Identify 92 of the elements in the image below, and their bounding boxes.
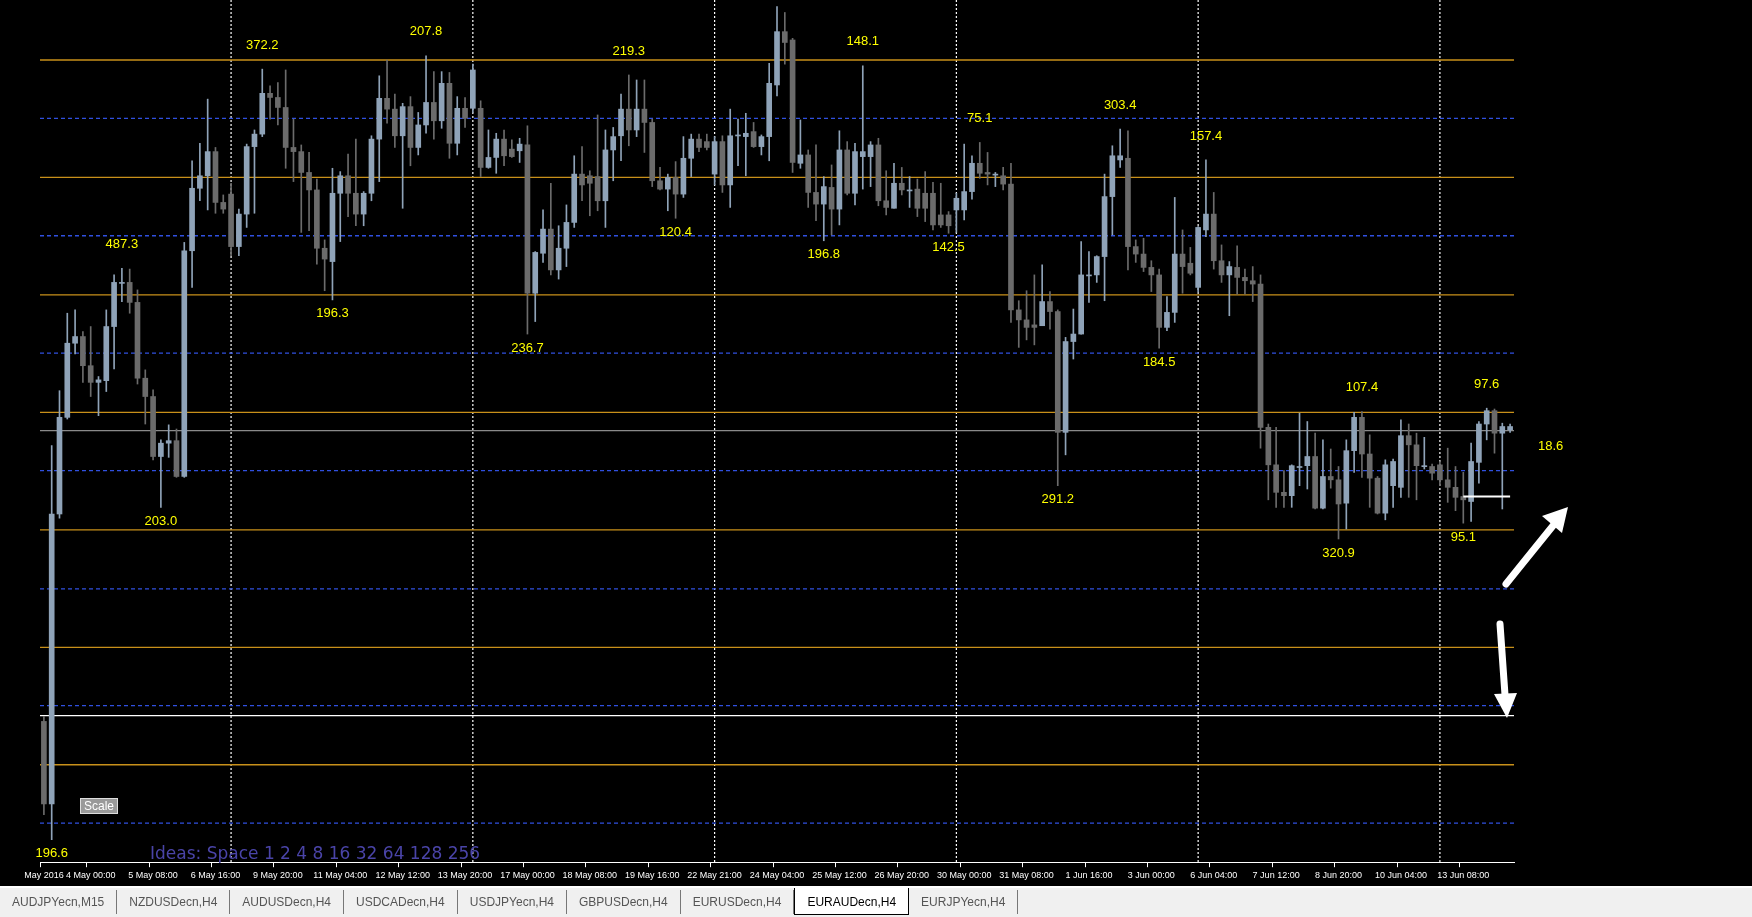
candlestick (165, 424, 172, 458)
candlestick (119, 267, 125, 302)
text: USDCADecn,H4 (344, 890, 458, 914)
candlestick (306, 152, 312, 232)
candlestick (204, 98, 211, 211)
candlestick (961, 143, 968, 221)
annotation: 196.3 (316, 305, 349, 321)
annotation: 291.2 (1041, 491, 1075, 507)
candlestick (579, 146, 585, 202)
candlestick (298, 144, 305, 233)
text: NZDUSDecn,H4 (117, 890, 231, 914)
candlestick (742, 112, 749, 177)
x-tick-label: 25 May 12:00 (812, 870, 867, 881)
x-tick-label: 30 May 00:00 (936, 870, 992, 881)
annotation: 97.6 (1474, 375, 1500, 391)
text: Ideas: Space 1 2 4 8 16 32 64 128 256 (150, 843, 481, 863)
text: AUDUSDecn,H4 (230, 890, 345, 914)
candlestick (1327, 448, 1334, 489)
candlestick (781, 12, 788, 65)
annotation: 95.1 (1450, 528, 1476, 544)
annotation: 184.5 (1142, 353, 1176, 369)
x-tick-label: 19 May 16:00 (624, 870, 680, 881)
candlestick (937, 182, 944, 228)
annotation: 157.4 (1189, 127, 1223, 143)
annotation: 236.7 (511, 339, 544, 355)
annotation: 148.1 (846, 33, 880, 49)
candlestick (1203, 159, 1209, 237)
x-tick-label: 17 May 00:00 (500, 870, 555, 881)
text: EURAUDecn,H4 (794, 888, 910, 915)
x-tick-label: 12 May 12:00 (375, 870, 430, 881)
text: USDJPYecn,H4 (457, 890, 567, 914)
x-tick-label: May 2016 (24, 870, 64, 881)
x-tick-label: 9 May 20:00 (253, 870, 303, 881)
candlestick (883, 170, 890, 216)
candlestick (813, 144, 819, 222)
candlestick (1444, 447, 1451, 503)
x-tick-label: 1 Jun 16:00 (1065, 870, 1113, 881)
x-tick-label: 22 May 21:00 (687, 870, 742, 881)
text: EURJPYecn,H4 (909, 890, 1019, 914)
candlestick (1117, 128, 1123, 168)
candlestick (1405, 423, 1412, 498)
annotation: 142.5 (932, 238, 965, 254)
text: 18.6 (1538, 438, 1564, 453)
candlestick (1234, 245, 1240, 295)
candlestick (859, 65, 866, 190)
annotation: 75.1 (967, 110, 993, 126)
x-tick-label: 6 Jun 04:00 (1190, 870, 1238, 881)
candlestick (267, 85, 273, 120)
candlestick (1460, 472, 1467, 524)
candlestick (1499, 422, 1506, 510)
annotation: 203.0 (144, 512, 178, 528)
x-tick-label: 13 Jun 08:00 (1437, 870, 1490, 881)
candlestick (197, 142, 203, 202)
annotation: 487.3 (105, 235, 139, 251)
candlestick (158, 439, 164, 508)
x-tick-label: 5 May 08:00 (128, 870, 178, 881)
annotation: 196.6 (35, 845, 68, 861)
x-tick-label: 6 May 16:00 (190, 870, 241, 881)
annotation: 120.4 (659, 223, 692, 239)
candlestick (1242, 268, 1248, 295)
text: AUDJPYecn,M15 (0, 890, 118, 914)
x-tick-label: 31 May 08:00 (999, 870, 1054, 881)
candlestick (1281, 470, 1287, 508)
candlestick (72, 309, 78, 355)
text: EURUSDecn,H4 (680, 890, 795, 914)
annotation: 196.8 (807, 246, 841, 262)
x-tick-label: 13 May 20:00 (437, 870, 493, 881)
candlestick (87, 326, 94, 397)
x-tick-label: 18 May 08:00 (562, 870, 618, 881)
annotation: 320.9 (1322, 544, 1355, 560)
annotation: 107.4 (1345, 379, 1379, 395)
x-tick-label: 24 May 04:00 (749, 870, 805, 881)
x-tick-label: 10 Jun 04:00 (1374, 870, 1427, 881)
candlestick (1015, 300, 1022, 348)
candlestick (384, 59, 390, 124)
candlestick (587, 170, 593, 217)
x-tick-label: 8 Jun 20:00 (1315, 870, 1363, 881)
annotation: 372.2 (246, 36, 279, 52)
candlestick (1249, 266, 1256, 302)
annotation: 219.3 (612, 42, 646, 58)
x-tick-label: 7 Jun 12:00 (1252, 870, 1300, 881)
scale-button: Scale (80, 798, 119, 814)
x-tick-label: 11 May 04:00 (313, 870, 368, 881)
candlestick (353, 138, 359, 227)
candlestick (1421, 437, 1428, 470)
x-tick-label: 4 May 00:00 (65, 870, 116, 881)
text: GBPUSDecn,H4 (566, 890, 681, 914)
annotation: 207.8 (409, 23, 443, 39)
x-tick-label: 26 May 20:00 (874, 870, 930, 881)
candlestick (1304, 421, 1311, 490)
annotation: 303.4 (1103, 96, 1137, 112)
x-tick-label: 3 Jun 00:00 (1127, 870, 1175, 881)
